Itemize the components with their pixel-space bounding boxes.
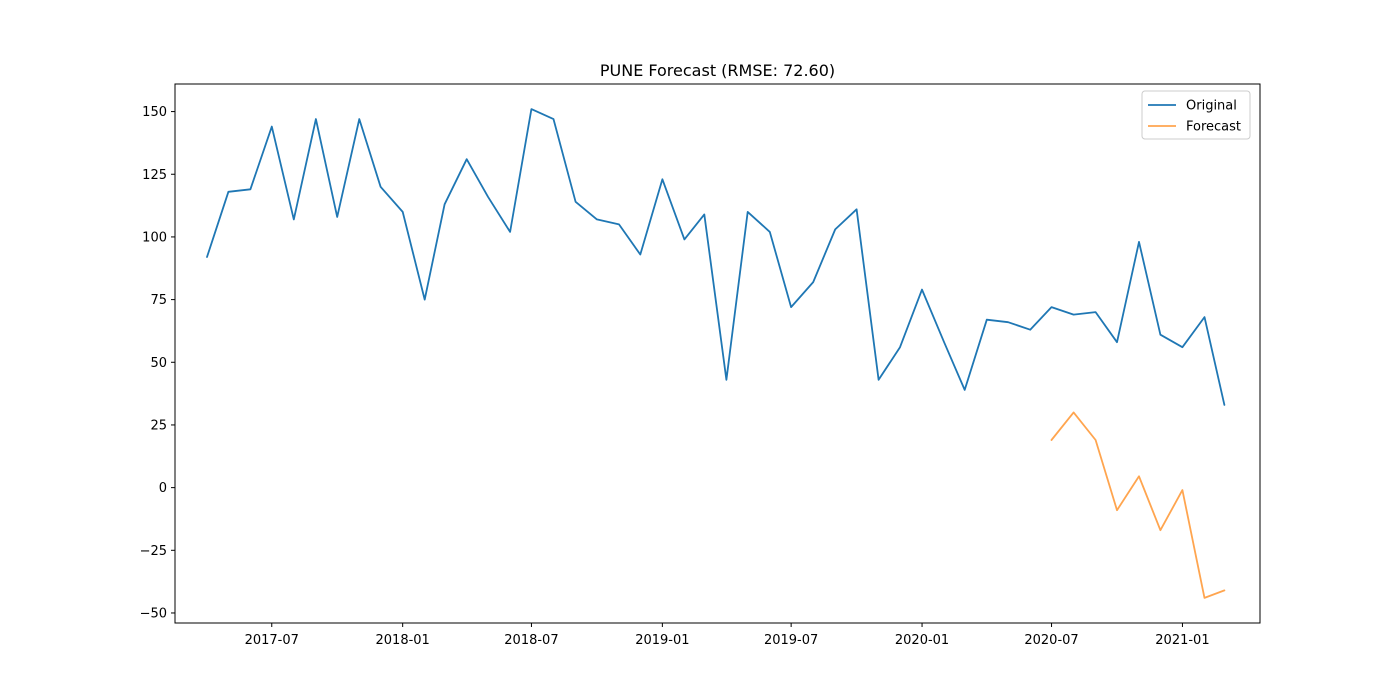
x-tick-label: 2021-01 bbox=[1155, 633, 1209, 648]
x-tick-label: 2020-01 bbox=[895, 633, 949, 648]
x-tick-label: 2018-01 bbox=[376, 633, 430, 648]
x-tick-label: 2019-01 bbox=[635, 633, 689, 648]
x-tick-label: 2020-07 bbox=[1024, 633, 1078, 648]
legend-label-original: Original bbox=[1186, 99, 1237, 114]
series-line-original bbox=[206, 108, 1226, 406]
y-tick-label: 75 bbox=[150, 293, 167, 308]
legend-label-forecast: Forecast bbox=[1186, 120, 1241, 135]
y-tick-label: 150 bbox=[142, 105, 167, 120]
x-tick-label: 2018-07 bbox=[504, 633, 558, 648]
legend: Original Forecast bbox=[1141, 90, 1251, 140]
y-tick-label: 0 bbox=[159, 481, 167, 496]
series-layer bbox=[206, 108, 1226, 599]
y-tick-label: 25 bbox=[150, 418, 167, 433]
x-tick-label: 2017-07 bbox=[245, 633, 299, 648]
y-tick-label: −25 bbox=[140, 544, 167, 559]
axes-layer: −50 −25 0 25 50 75 100 125 150 2017-07 2018-01 2018… bbox=[140, 83, 1261, 648]
chart-title: PUNE Forecast (RMSE: 72.60) bbox=[600, 61, 835, 80]
y-tick-label: 100 bbox=[142, 230, 167, 245]
legend-box bbox=[1141, 90, 1251, 140]
series-line-forecast bbox=[1050, 411, 1226, 599]
plot-frame bbox=[174, 83, 1261, 624]
y-tick-label: 125 bbox=[142, 168, 167, 183]
x-tick-label: 2019-07 bbox=[764, 633, 818, 648]
y-tick-label: −50 bbox=[140, 606, 167, 621]
y-tick-label: 50 bbox=[150, 356, 167, 371]
